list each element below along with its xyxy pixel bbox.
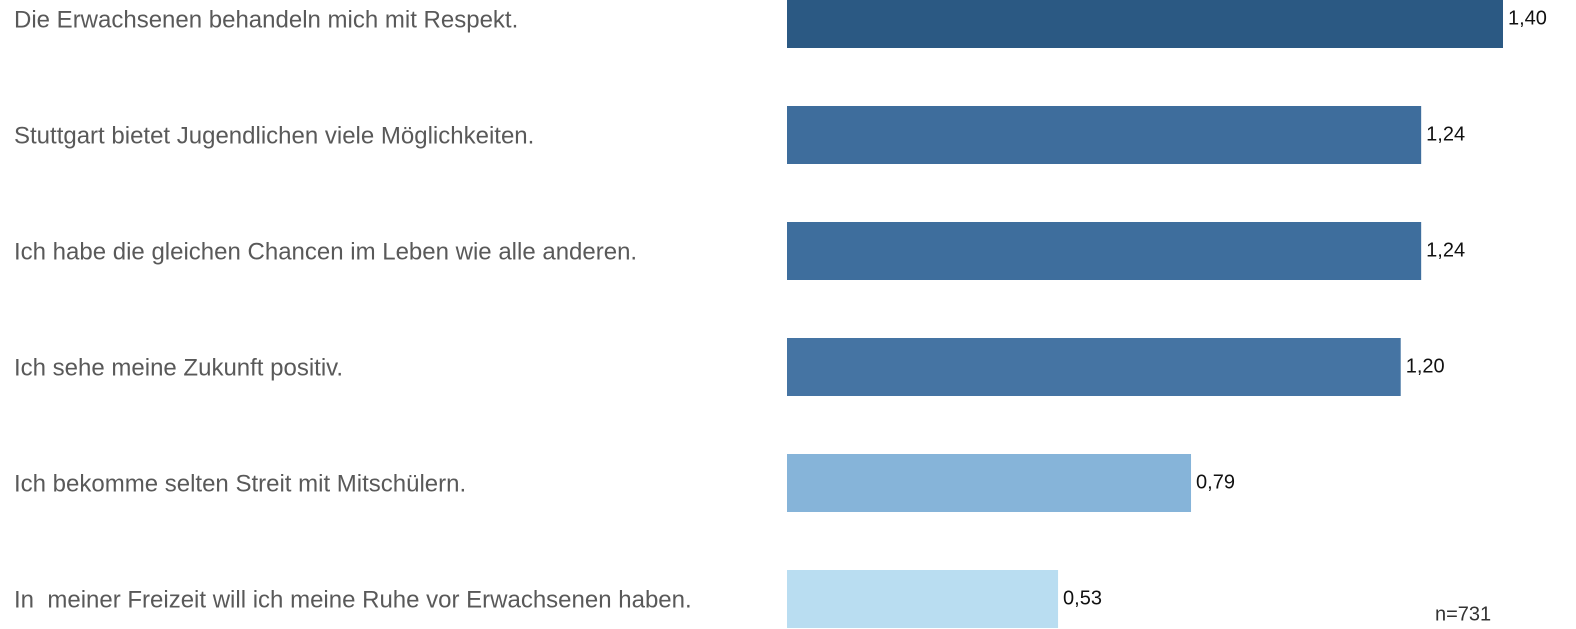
value-label: 0,53 xyxy=(1063,587,1102,609)
category-label: Stuttgart bietet Jugendlichen viele Mögl… xyxy=(14,122,534,149)
sample-size-note: n=731 xyxy=(1435,603,1491,625)
bar xyxy=(787,106,1422,164)
bar xyxy=(787,454,1192,512)
value-label: 1,24 xyxy=(1426,123,1465,145)
bar xyxy=(787,570,1059,628)
category-label: In meiner Freizeit will ich meine Ruhe v… xyxy=(14,586,692,613)
bar xyxy=(787,338,1401,396)
category-label: Die Erwachsenen behandeln mich mit Respe… xyxy=(14,6,518,33)
value-label: 1,24 xyxy=(1426,239,1465,261)
value-label: 1,40 xyxy=(1508,7,1547,29)
category-label: Ich bekomme selten Streit mit Mitschüler… xyxy=(14,470,466,497)
value-label: 0,79 xyxy=(1196,471,1235,493)
category-label: Ich sehe meine Zukunft positiv. xyxy=(14,354,343,381)
value-label: 1,20 xyxy=(1406,355,1445,377)
bar xyxy=(787,222,1422,280)
category-label: Ich habe die gleichen Chancen im Leben w… xyxy=(14,238,637,265)
bar xyxy=(787,0,1503,48)
